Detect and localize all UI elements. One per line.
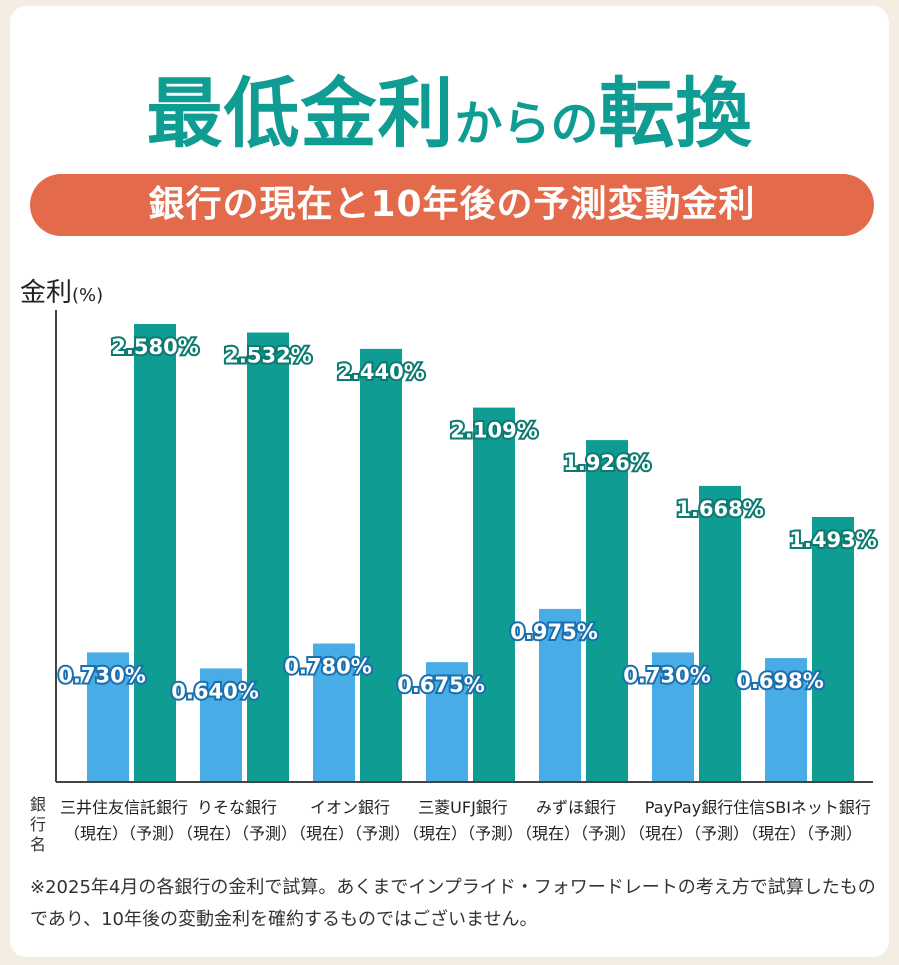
category-label-4: 三菱UFJ銀行 [418,798,508,817]
category-sublabel-2: （現在）（予測） [177,824,297,843]
page-title: 最低金利からの転換 [0,52,899,162]
bar-future-2 [247,332,289,782]
bar-current-7 [765,658,807,782]
value-label-current-4: 0.675% [397,673,484,697]
bar-current-6 [652,652,694,782]
category-label-1: 三井住友信託銀行 [60,798,188,817]
value-label-current-1: 0.730% [58,663,145,687]
value-label-current-6: 0.730% [623,663,710,687]
y-axis-label-unit: (%) [72,285,104,306]
value-label-future-7: 1.493% [789,528,876,552]
category-sublabel-4: （現在）（予測） [403,824,523,843]
bar-current-1 [87,652,129,782]
value-label-future-6: 1.668% [676,497,763,521]
value-label-future-4: 2.109% [450,419,537,443]
category-sublabel-3: （現在）（予測） [290,824,410,843]
category-sublabel-7: （現在）（予測） [742,824,862,843]
value-label-future-2: 2.532% [224,344,311,368]
title-part-1: 最低金利 [146,69,455,158]
bar-current-5 [539,608,581,782]
category-label-2: りそな銀行 [197,798,277,817]
category-label-6: PayPay銀行 [645,798,733,817]
bar-future-1 [134,324,176,782]
value-label-current-2: 0.640% [171,679,258,703]
title-part-2: からの [454,96,599,152]
y-axis-label-main: 金利 [20,278,73,308]
value-label-current-3: 0.780% [284,655,371,679]
value-label-current-7: 0.698% [736,669,823,693]
value-label-future-1: 2.580% [111,335,198,359]
bar-future-3 [360,348,402,782]
bar-future-4 [473,407,515,782]
category-sublabel-5: （現在）（予測） [516,824,636,843]
x-axis-label: 銀行名 [29,795,46,854]
bar-current-4 [426,662,468,782]
subtitle-banner: 銀行の現在と10年後の予測変動金利 [30,174,874,236]
bar-future-7 [812,516,854,782]
category-label-7: 住信SBIネット銀行 [733,798,871,817]
labels-layer: 0.730% 2.580% 三井住友信託銀行 （現在）（予測） 0.640% 2.532%… [56,333,878,843]
bars-layer [87,324,854,782]
y-axis-label: 金利(%) [20,272,103,309]
bar-current-2 [200,668,242,782]
category-label-5: みずほ銀行 [536,798,616,817]
category-sublabel-6: （現在）（予測） [629,824,749,843]
bar-future-5 [586,440,628,782]
value-label-future-5: 1.926% [563,451,650,475]
bar-current-3 [313,643,355,782]
value-label-current-5: 0.975% [510,620,597,644]
footnote: ※2025年4月の各銀行の金利で試算。あくまでインプライド・フォワードレートの考… [30,877,876,930]
category-sublabel-1: （現在）（予測） [64,824,184,843]
value-label-future-3: 2.440% [337,360,424,384]
bar-future-6 [699,485,741,782]
category-label-3: イオン銀行 [310,798,390,817]
title-part-3: 転換 [598,69,753,158]
